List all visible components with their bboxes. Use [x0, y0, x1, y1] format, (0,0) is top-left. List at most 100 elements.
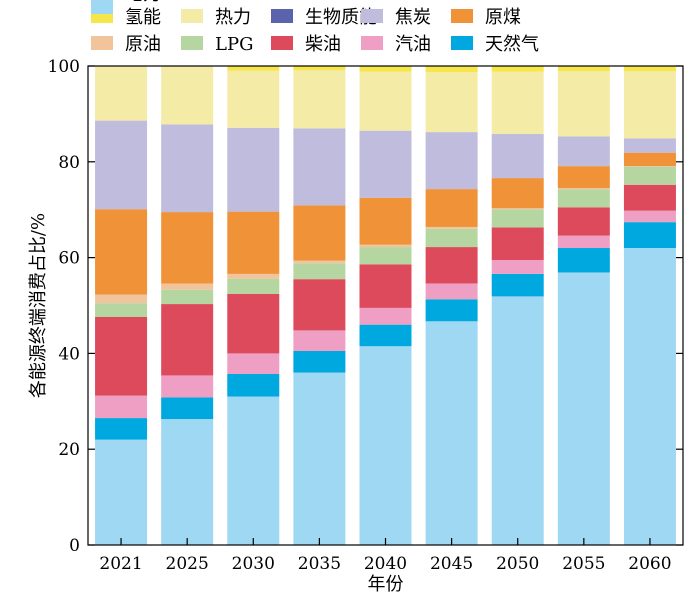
bar-segment-2040-原煤 [359, 197, 412, 245]
bar-segment-2055-原煤 [557, 166, 610, 189]
bar-segment-2060-LPG [623, 166, 676, 185]
bar-segment-2055-汽油 [557, 235, 610, 249]
bar-segment-2021-天然气 [95, 418, 148, 440]
y-tick-label: 0 [69, 536, 80, 556]
bar-segment-2035-氢能 [293, 66, 346, 71]
bar-segment-2060-氢能 [623, 66, 676, 72]
bar-segment-2050-电力 [491, 296, 544, 545]
bar-segment-2050-天然气 [491, 273, 544, 297]
bar-segment-2021-焦炭 [95, 120, 148, 210]
legend-label-原油: 原油 [125, 34, 161, 55]
y-axis-title: 各能源终端消费占比/% [28, 213, 49, 398]
bar-segment-2030-氢能 [227, 66, 280, 71]
legend-swatch-LPG [181, 36, 203, 50]
x-tick-label-2060: 2060 [628, 554, 671, 574]
bar-segment-2030-原油 [227, 273, 280, 279]
bar-segment-2025-LPG [161, 289, 214, 305]
bar-segment-2025-焦炭 [161, 124, 214, 213]
legend-swatch-焦炭 [361, 9, 383, 23]
x-tick-label-2050: 2050 [496, 554, 539, 574]
bar-segment-2030-柴油 [227, 294, 280, 354]
bar-segment-2040-氢能 [359, 66, 412, 72]
bar-segment-2050-热力 [491, 71, 544, 135]
bar-segment-2030-电力 [227, 396, 280, 545]
bar-segment-2021-电力 [95, 439, 148, 545]
y-tick-label: 20 [58, 440, 80, 460]
bar-segment-2030-天然气 [227, 374, 280, 397]
bar-segment-2060-原煤 [623, 152, 676, 167]
y-ticks: 0 20 40 60 80 100 [48, 57, 683, 556]
bar-segment-2030-热力 [227, 70, 280, 128]
bar-segment-2035-原油 [293, 260, 346, 264]
bar-segment-2055-天然气 [557, 248, 610, 273]
bar-segment-2045-LPG [425, 228, 478, 248]
legend-label-生物质能: 生物质能 [305, 7, 377, 28]
bar-segment-2060-天然气 [623, 222, 676, 249]
bar-segment-2045-原煤 [425, 189, 478, 227]
bar-segment-2045-原油 [425, 226, 478, 229]
legend-label-电力: 电力 [125, 0, 161, 5]
bar-segment-2045-热力 [425, 72, 478, 133]
legend-label-柴油: 柴油 [305, 34, 341, 55]
legend-swatch-原油 [91, 36, 113, 50]
x-tick-label-2040: 2040 [364, 554, 407, 574]
bar-segment-2021-原煤 [95, 209, 148, 295]
bar-segment-2045-氢能 [425, 66, 478, 73]
legend-label-原煤: 原煤 [485, 7, 521, 28]
bar-segment-2060-焦炭 [623, 138, 676, 153]
bar-segment-2045-焦炭 [425, 132, 478, 190]
bar-segment-2045-汽油 [425, 283, 478, 300]
bar-segment-2030-汽油 [227, 353, 280, 374]
bar-segment-2045-电力 [425, 321, 478, 545]
bar-segment-2030-原煤 [227, 211, 280, 274]
bar-segment-2045-天然气 [425, 299, 478, 322]
bar-segment-2035-焦炭 [293, 128, 346, 206]
bar-segment-2045-柴油 [425, 247, 478, 284]
bar-segment-2040-原油 [359, 244, 412, 248]
x-tick-label-2035: 2035 [298, 554, 341, 574]
bar-segment-2055-电力 [557, 272, 610, 545]
bar-segment-2035-LPG [293, 263, 346, 280]
legend-swatch-生物质能 [271, 9, 293, 23]
x-axis-title: 年份 [368, 574, 404, 595]
legend-label-天然气: 天然气 [485, 34, 539, 55]
bars-group [95, 66, 676, 545]
legend-label-LPG: LPG [215, 34, 253, 55]
legend-swatch-汽油 [361, 36, 383, 50]
x-ticks: 2021 2025 2030 2035 2040 2045 2050 2055 2060 [99, 538, 672, 574]
bar-segment-2035-热力 [293, 70, 346, 129]
bar-segment-2035-柴油 [293, 279, 346, 331]
bar-segment-2030-焦炭 [227, 127, 280, 212]
legend-swatch-柴油 [271, 36, 293, 50]
bar-segment-2035-汽油 [293, 330, 346, 352]
bar-segment-2055-LPG [557, 189, 610, 208]
bar-segment-2060-热力 [623, 71, 676, 139]
bar-segment-2050-焦炭 [491, 134, 544, 179]
bar-segment-2025-电力 [161, 419, 214, 545]
bar-segment-2040-汽油 [359, 307, 412, 325]
legend-label-氢能: 氢能 [125, 7, 161, 28]
bar-segment-2060-电力 [623, 248, 676, 545]
bar-segment-2025-原煤 [161, 212, 214, 284]
bar-segment-2021-LPG [95, 303, 148, 317]
y-tick-label: 100 [48, 57, 80, 77]
bar-segment-2025-热力 [161, 66, 214, 125]
bar-segment-2025-原油 [161, 283, 214, 290]
bar-segment-2050-氢能 [491, 66, 544, 72]
legend-swatch-原煤 [451, 9, 473, 23]
bar-segment-2021-原油 [95, 294, 148, 304]
bar-segment-2060-汽油 [623, 210, 676, 223]
bar-segment-2040-热力 [359, 71, 412, 131]
bar-segment-2030-LPG [227, 278, 280, 295]
x-tick-label-2055: 2055 [562, 554, 605, 574]
bar-segment-2050-原油 [491, 208, 544, 210]
legend-swatch-热力 [181, 9, 203, 23]
bar-segment-2055-热力 [557, 71, 610, 137]
y-tick-label: 40 [58, 344, 80, 364]
bar-segment-2021-柴油 [95, 317, 148, 396]
bar-segment-2021-热力 [95, 66, 148, 121]
bar-segment-2040-焦炭 [359, 130, 412, 198]
bar-segment-2040-电力 [359, 346, 412, 545]
